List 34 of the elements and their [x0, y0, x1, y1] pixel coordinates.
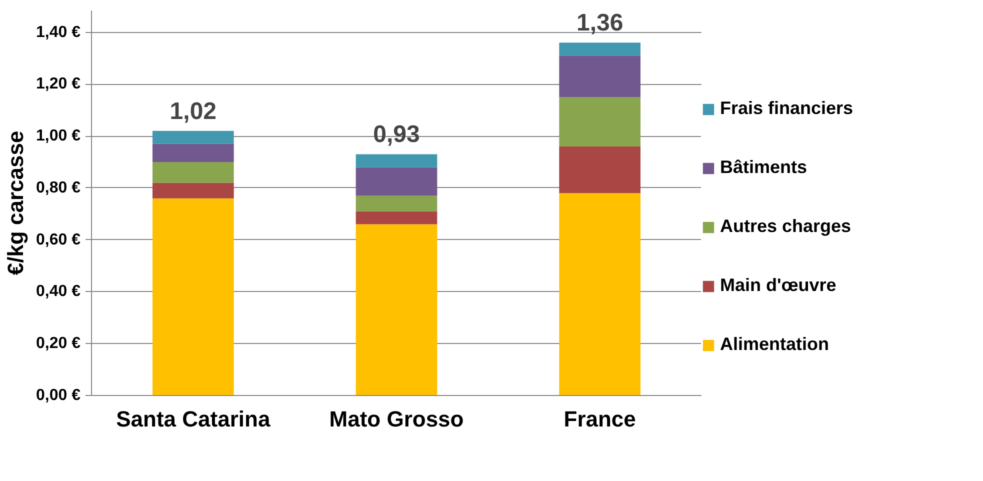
y-tick-label: 1,00 € [36, 128, 81, 145]
legend-label: Bâtiments [720, 157, 808, 178]
y-tick-label: 0,20 € [36, 335, 81, 352]
bar [152, 198, 234, 396]
y-tick-label: 0,00 € [36, 387, 81, 404]
y-tick-label: 0,60 € [36, 231, 81, 248]
total-label: 1,02 [170, 98, 217, 125]
bar [152, 130, 234, 144]
bar [356, 196, 438, 212]
legend-label: Frais financiers [720, 98, 854, 119]
total-label: 1,36 [576, 10, 624, 37]
x-tick-label: Mato Grosso [329, 406, 464, 432]
y-tick-label: 1,20 € [36, 76, 81, 93]
bar [356, 224, 438, 396]
y-tick-label: 1,40 € [36, 24, 81, 41]
bar [356, 167, 438, 196]
y-tick-label: 0,80 € [36, 179, 81, 196]
bar [356, 154, 438, 168]
x-tick-label: France [564, 406, 636, 432]
bar [152, 144, 234, 162]
bar [559, 97, 640, 146]
legend-label: Alimentation [720, 334, 830, 355]
y-axis-title: €/kg carcasse [3, 130, 28, 276]
bar [152, 162, 234, 183]
x-tick-label: Santa Catarina [116, 406, 271, 432]
bar [559, 193, 640, 396]
bar [152, 182, 234, 198]
legend-label: Autres charges [720, 216, 852, 237]
bar [559, 42, 640, 56]
legend-label: Main d'œuvre [720, 275, 836, 296]
bar [559, 146, 640, 194]
bar [559, 56, 640, 98]
bar [356, 211, 438, 224]
y-tick-label: 0,40 € [36, 283, 81, 300]
